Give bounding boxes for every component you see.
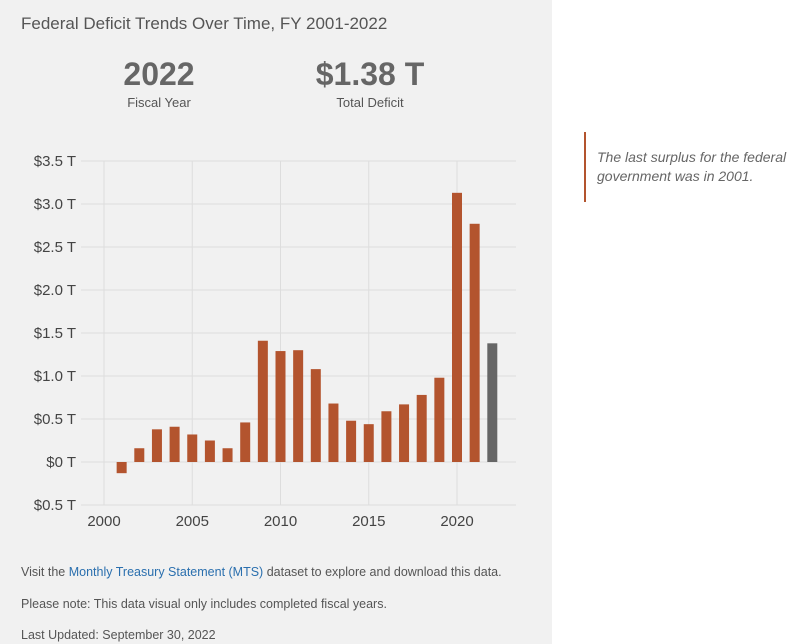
visit-pre: Visit the [21, 565, 69, 579]
bar-2012 [310, 369, 321, 462]
x-tick-label: 2005 [176, 513, 209, 530]
y-tick-label: $1.0 T [34, 368, 76, 385]
y-tick-label: $2.0 T [34, 282, 76, 299]
bar-2009 [257, 340, 268, 462]
fiscal-year-value: 2022 [123, 56, 195, 92]
bar-2020 [452, 192, 462, 462]
visit-text: Visit the Monthly Treasury Statement (MT… [21, 565, 502, 579]
x-tick-label: 2000 [87, 513, 120, 530]
last-updated-text: Last Updated: September 30, 2022 [21, 628, 216, 642]
bar-2016 [381, 411, 392, 462]
visit-post: dataset to explore and download this dat… [263, 565, 502, 579]
please-note-text: Please note: This data visual only inclu… [21, 597, 387, 611]
bar-2004 [169, 426, 180, 462]
deficit-bar-chart: $3.5 T $3.0 T $2.5 T $2.0 T $1.5 T $1.0 T $0.5… [34, 153, 516, 530]
bar-2013 [328, 403, 339, 462]
x-tick-label: 2020 [440, 513, 473, 530]
y-tick-label: $3.5 T [34, 153, 76, 170]
mts-link[interactable]: Monthly Treasury Statement (MTS) [68, 565, 264, 579]
x-tick-label: 2010 [264, 513, 297, 530]
total-deficit-value: $1.38 T [315, 56, 425, 92]
x-tick-label: 2015 [352, 513, 385, 530]
bar-2021 [469, 223, 480, 462]
total-deficit-stat: $1.38 T Total Deficit [290, 56, 450, 110]
bar-2006 [204, 440, 215, 462]
bar-2005 [187, 434, 198, 462]
total-deficit-label: Total Deficit [336, 95, 404, 110]
bar-2007 [222, 448, 233, 462]
bar-2010 [275, 351, 286, 462]
bar-2014 [346, 420, 357, 462]
chart-panel: Federal Deficit Trends Over Time, FY 200… [0, 0, 552, 644]
bar-2022 [487, 343, 498, 462]
bar-2019 [434, 377, 445, 462]
fiscal-year-label: Fiscal Year [127, 95, 191, 110]
y-tick-label: $0 T [46, 454, 76, 471]
y-tick-label: $0.5 T [34, 497, 76, 514]
bar-2002 [134, 448, 145, 462]
y-tick-label: $1.5 T [34, 325, 76, 342]
fiscal-year-stat: 2022 Fiscal Year [79, 56, 239, 110]
chart-title: Federal Deficit Trends Over Time, FY 200… [21, 14, 388, 33]
y-tick-label: $0.5 T [34, 411, 76, 428]
y-tick-label: $2.5 T [34, 239, 76, 256]
bar-2015 [363, 424, 374, 462]
bar-2001 [116, 462, 127, 474]
bar-2018 [416, 394, 427, 462]
surplus-note: The last surplus for the federal governm… [584, 132, 805, 202]
y-tick-label: $3.0 T [34, 196, 76, 213]
bar-2011 [293, 350, 304, 462]
bar-2008 [240, 422, 251, 462]
bar-2017 [399, 404, 410, 462]
bar-2003 [151, 429, 162, 462]
